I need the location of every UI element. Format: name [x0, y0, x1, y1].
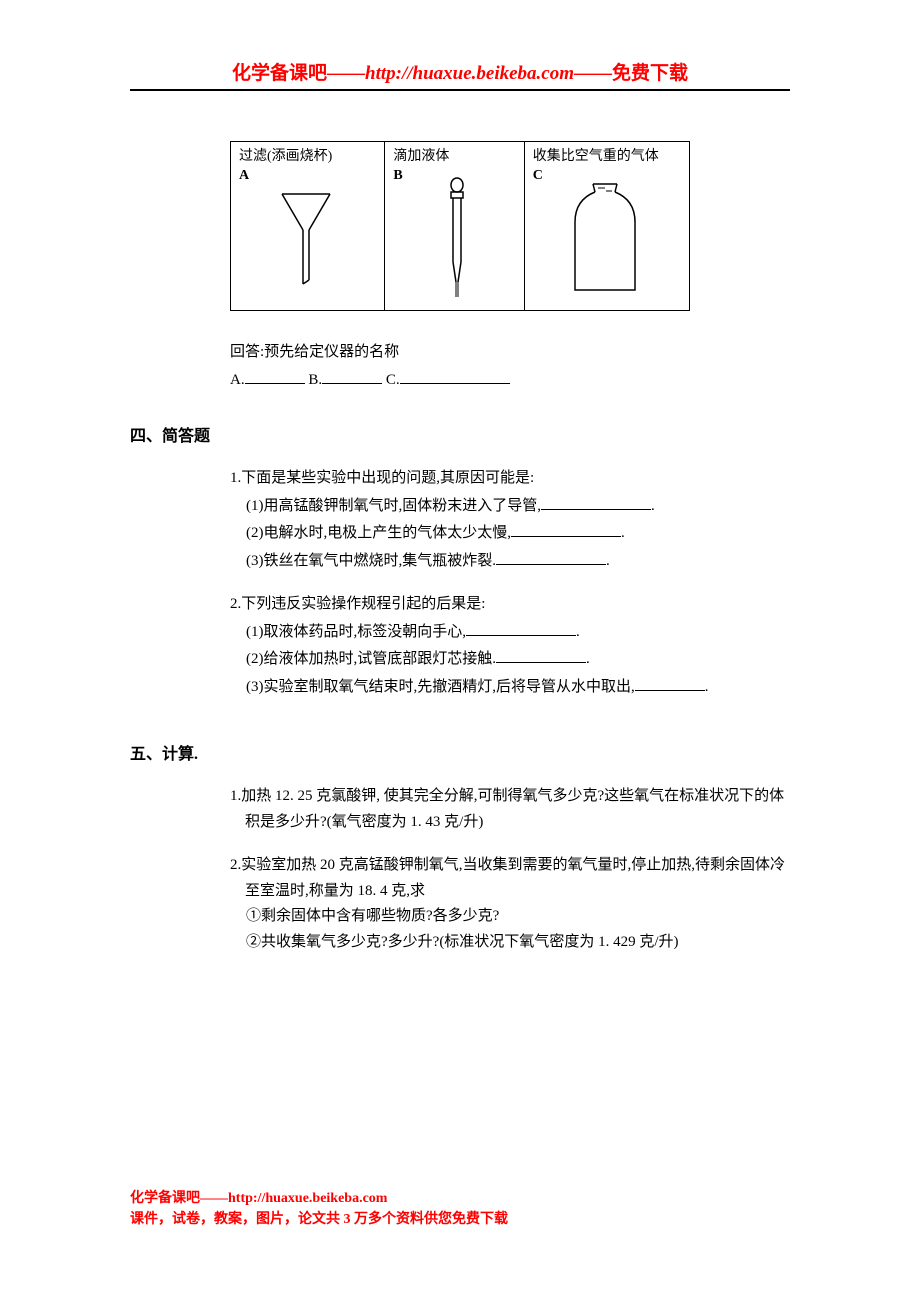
- s4q2-blank2: [496, 645, 586, 663]
- s5q2-stem: 2.实验室加热 20 克高锰酸钾制氧气,当收集到需要的氧气量时,停止加热,待剩余…: [230, 853, 790, 904]
- header-suffix: ——免费下载: [574, 63, 688, 84]
- s5q2-sub2: ②共收集氧气多少克?多少升?(标准状况下氧气密度为 1. 429 克/升): [246, 930, 790, 956]
- s4q1-blank2: [511, 519, 621, 537]
- section5-q2: 2.实验室加热 20 克高锰酸钾制氧气,当收集到需要的氧气量时,停止加热,待剩余…: [230, 853, 790, 955]
- s4q2-sub2: (2)给液体加热时,试管底部跟灯芯接触..: [246, 645, 790, 673]
- s4q2-blank1: [466, 618, 576, 636]
- label-a: A.: [230, 372, 245, 388]
- footer-count: 3: [344, 1212, 351, 1227]
- section5-heading: 五、计算.: [130, 740, 790, 764]
- funnel-icon: [276, 192, 336, 292]
- footer-prefix: 化学备课吧——: [130, 1191, 228, 1206]
- s4q1-blank3: [496, 547, 606, 565]
- blank-b: [322, 366, 382, 384]
- answer-prompt-block: 回答:预先给定仪器的名称 A. B. C.: [230, 339, 790, 394]
- section4-heading: 四、简答题: [130, 422, 790, 446]
- page-footer: 化学备课吧——http://huaxue.beikeba.com 课件，试卷，教…: [130, 1188, 508, 1230]
- cell-a-label: A: [239, 168, 376, 184]
- s4q1-blank1: [541, 492, 651, 510]
- apparatus-diagram: 过滤(添画烧杯) A 滴加液体 B 收集比空气重的气体 C: [230, 141, 690, 311]
- section5-q1: 1.加热 12. 25 克氯酸钾, 使其完全分解,可制得氧气多少克?这些氧气在标…: [230, 784, 790, 835]
- dropper-icon: [445, 177, 469, 302]
- diagram-cell-c: 收集比空气重的气体 C: [525, 142, 689, 310]
- cell-a-title: 过滤(添画烧杯): [239, 148, 376, 166]
- cell-c-title: 收集比空气重的气体: [533, 148, 681, 166]
- diagram-cell-a: 过滤(添画烧杯) A: [231, 142, 385, 310]
- cell-b-title: 滴加液体: [393, 148, 515, 166]
- s4q1-sub1: (1)用高锰酸钾制氧气时,固体粉末进入了导管,.: [246, 492, 790, 520]
- diagram-cell-b: 滴加液体 B: [385, 142, 524, 310]
- s4q2-stem: 2.下列违反实验操作规程引起的后果是:: [230, 592, 790, 618]
- answer-prompt: 回答:预先给定仪器的名称: [230, 339, 790, 366]
- footer-line2: 课件，试卷，教案，图片，论文共 3 万多个资料供您免费下载: [130, 1209, 508, 1230]
- s4q2-sub3: (3)实验室制取氧气结束时,先撤酒精灯,后将导管从水中取出,.: [246, 673, 790, 701]
- bottle-icon: [565, 182, 645, 297]
- footer-line1: 化学备课吧——http://huaxue.beikeba.com: [130, 1188, 508, 1209]
- header-prefix: 化学备课吧——: [232, 63, 365, 84]
- s5q2-sub1: ①剩余固体中含有哪些物质?各多少克?: [246, 904, 790, 930]
- footer-l2-prefix: 课件，试卷，教案，图片，论文共: [130, 1212, 344, 1227]
- s4q1-sub2: (2)电解水时,电极上产生的气体太少太慢,.: [246, 519, 790, 547]
- s4q2-blank3: [635, 673, 705, 691]
- footer-l2-suffix: 万多个资料供您免费下载: [351, 1212, 509, 1227]
- section4-q1: 1.下面是某些实验中出现的问题,其原因可能是: (1)用高锰酸钾制氧气时,固体粉…: [230, 466, 790, 574]
- answer-blanks: A. B. C.: [230, 366, 790, 394]
- blank-a: [245, 366, 305, 384]
- page-header: 化学备课吧——http://huaxue.beikeba.com——免费下载: [130, 58, 790, 85]
- footer-url: http://huaxue.beikeba.com: [228, 1191, 387, 1206]
- header-url: http://huaxue.beikeba.com: [365, 63, 574, 84]
- label-b: B.: [308, 372, 322, 388]
- s4q1-sub3: (3)铁丝在氧气中燃烧时,集气瓶被炸裂..: [246, 547, 790, 575]
- blank-c: [400, 366, 510, 384]
- s4q2-sub1: (1)取液体药品时,标签没朝向手心,.: [246, 618, 790, 646]
- section4-q2: 2.下列违反实验操作规程引起的后果是: (1)取液体药品时,标签没朝向手心,. …: [230, 592, 790, 700]
- header-divider: [130, 89, 790, 91]
- label-c: C.: [386, 372, 400, 388]
- s4q1-stem: 1.下面是某些实验中出现的问题,其原因可能是:: [230, 466, 790, 492]
